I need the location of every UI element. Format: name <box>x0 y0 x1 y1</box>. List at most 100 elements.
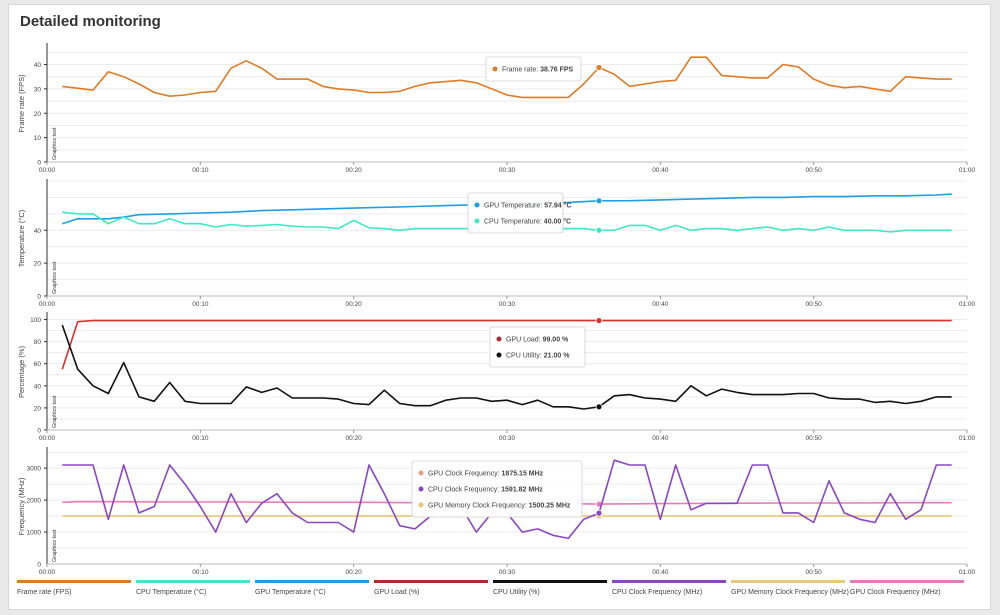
tooltip-label: CPU Clock Frequency: <box>428 487 501 494</box>
x-tick-label: 01:00 <box>959 301 976 308</box>
tooltip: GPU Load: 99.00 % CPU Utility: 21.00 % <box>489 326 586 368</box>
x-tick-label: 00:10 <box>192 569 209 576</box>
x-tick-label: 00:30 <box>499 435 516 442</box>
hover-point <box>595 197 603 205</box>
x-tick-label: 00:10 <box>192 167 209 174</box>
phase-label: Graphics test <box>52 261 58 294</box>
tooltip-swatch <box>418 470 424 476</box>
x-tick-label: 00:40 <box>652 301 669 308</box>
y-tick-label: 0 <box>37 428 41 435</box>
tooltip-value: 21.00 % <box>544 353 570 360</box>
legend-swatch <box>493 580 607 583</box>
tooltip-value: 1500.25 MHz <box>529 503 571 510</box>
tooltip-text: GPU Clock Frequency: 1875.15 MHz <box>428 471 544 478</box>
tooltip-value: 1591.82 MHz <box>501 487 543 494</box>
legend-swatch <box>850 580 964 583</box>
legend-item[interactable]: GPU Clock Frequency (MHz) <box>850 580 964 596</box>
tooltip-box <box>489 326 586 368</box>
tooltip: GPU Clock Frequency: 1875.15 MHz CPU Cloc… <box>411 460 583 518</box>
chart-panel-2: 0 20 40 60 80 100 00:00 00:10 00:20 00:30 00:40 00:… <box>17 312 976 442</box>
y-tick-label: 60 <box>34 361 42 368</box>
chart-panel-0: 0 10 20 30 40 00:00 00:10 00:20 00:30 00:40 00:50 0… <box>17 43 976 174</box>
legend-swatch <box>136 580 250 583</box>
series-line-gpu-load <box>61 319 952 370</box>
phase-label: Graphics test <box>52 395 58 428</box>
tooltip-swatch <box>418 486 424 492</box>
tooltip-label: CPU Temperature: <box>484 219 544 226</box>
chart-panel-3: 1000 2000 3000 000:00 00:10 00:20 00:30 00:40 00… <box>17 447 976 576</box>
x-tick-label: 00:00 <box>39 301 56 308</box>
hover-point <box>595 64 603 71</box>
hover-point <box>595 403 603 411</box>
tooltip-swatch <box>474 202 480 208</box>
legend-item[interactable]: Frame rate (FPS) <box>17 580 131 596</box>
tooltip-text: GPU Load: 99.00 % <box>506 337 569 344</box>
y-axis-label: Frame rate (FPS) <box>17 74 26 133</box>
legend-item[interactable]: GPU Memory Clock Frequency (MHz) <box>731 580 849 596</box>
x-tick-label: 00:10 <box>192 435 209 442</box>
hover-point <box>595 317 603 325</box>
legend-label: CPU Clock Frequency (MHz) <box>612 589 703 596</box>
tooltip-value: 40.00 °C <box>544 218 571 226</box>
tooltip-value: 99.00 % <box>543 337 569 344</box>
tooltip-box <box>411 460 583 518</box>
tooltip-label: Frame rate: <box>502 67 540 74</box>
legend-label: GPU Clock Frequency (MHz) <box>850 589 941 596</box>
legend-swatch <box>17 580 131 583</box>
y-tick-label: 3000 <box>27 466 42 473</box>
series-line-cpu-utility <box>61 324 952 410</box>
y-tick-label: 10 <box>34 135 42 142</box>
tooltip-swatch <box>496 352 502 358</box>
tooltip-box <box>485 56 582 82</box>
tooltip-label: GPU Temperature: <box>484 203 544 210</box>
tooltip: GPU Temperature: 57.94 °C CPU Temperature… <box>467 192 572 234</box>
y-tick-label: 1000 <box>27 530 42 537</box>
legend-label: GPU Memory Clock Frequency (MHz) <box>731 589 849 596</box>
tooltip-label: GPU Clock Frequency: <box>428 471 502 478</box>
phase-label: Graphics test <box>52 127 58 160</box>
tooltip-text: CPU Utility: 21.00 % <box>506 353 570 360</box>
tooltip-swatch <box>418 502 424 508</box>
legend-item[interactable]: CPU Clock Frequency (MHz) <box>612 580 726 596</box>
tooltip-text: CPU Clock Frequency: 1591.82 MHz <box>428 487 543 494</box>
y-axis-label: Percentage (%) <box>17 345 26 398</box>
x-tick-label: 00:20 <box>346 301 363 308</box>
y-tick-label: 40 <box>34 62 42 69</box>
legend-label: GPU Load (%) <box>374 589 420 596</box>
tooltip-text: CPU Temperature: 40.00 °C <box>484 218 571 226</box>
legend-item[interactable]: GPU Temperature (°C) <box>255 580 369 596</box>
y-tick-label: 80 <box>34 339 42 346</box>
legend-label: GPU Temperature (°C) <box>255 589 326 596</box>
y-tick-label: 20 <box>34 261 42 268</box>
tooltip-swatch <box>492 66 498 72</box>
tooltip-value: 1875.15 MHz <box>502 471 544 478</box>
y-tick-label: 30 <box>34 86 42 93</box>
tooltip-label: CPU Utility: <box>506 353 544 360</box>
legend-swatch <box>374 580 488 583</box>
hover-point <box>595 509 603 517</box>
x-tick-label: 00:20 <box>346 569 363 576</box>
x-tick-label: 00:00 <box>39 167 56 174</box>
x-tick-label: 00:10 <box>192 301 209 308</box>
y-tick-label: 2000 <box>27 498 42 505</box>
x-tick-label: 00:50 <box>806 167 823 174</box>
x-tick-label: 01:00 <box>959 435 976 442</box>
x-tick-label: 00:30 <box>499 569 516 576</box>
legend-swatch <box>612 580 726 583</box>
y-tick-label: 20 <box>34 111 42 118</box>
y-axis-label: Frequency (MHz) <box>17 477 26 535</box>
tooltip-box <box>467 192 564 234</box>
y-tick-label: 100 <box>30 317 41 324</box>
x-tick-label: 00:20 <box>346 167 363 174</box>
x-tick-label: 00:40 <box>652 569 669 576</box>
legend-item[interactable]: GPU Load (%) <box>374 580 488 596</box>
series-line-frame-rate <box>62 56 952 99</box>
x-tick-label: 00:50 <box>806 301 823 308</box>
legend-item[interactable]: CPU Utility (%) <box>493 580 607 596</box>
legend-label: Frame rate (FPS) <box>17 589 72 596</box>
legend-item[interactable]: CPU Temperature (°C) <box>136 580 250 596</box>
legend-swatch <box>255 580 369 583</box>
y-axis-label: Temperature (°C) <box>17 209 26 267</box>
tooltip-value: 57.94 °C <box>544 202 571 210</box>
